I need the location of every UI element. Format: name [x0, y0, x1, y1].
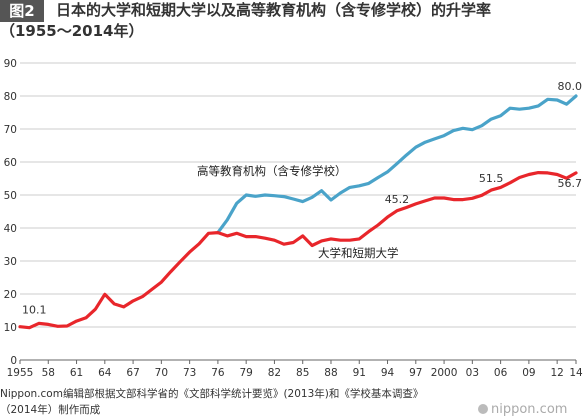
source-note: Nippon.com编辑部根据文部科学省的《文部科学统计要览》(2013年)和《…	[0, 386, 480, 418]
x-tick-label: 85	[296, 367, 309, 379]
y-tick-label: 40	[4, 223, 17, 235]
x-tick-label: 61	[70, 367, 83, 379]
y-tick-label: 60	[4, 157, 17, 169]
x-tick-label: 70	[155, 367, 168, 379]
data-label-3: 56.7	[558, 177, 583, 190]
x-tick-label: 88	[324, 367, 337, 379]
y-tick-label: 80	[4, 91, 17, 103]
brand-text: nippon.com	[491, 402, 568, 417]
brand-dot-icon	[478, 404, 488, 414]
data-label-4: 80.0	[558, 80, 583, 93]
x-tick-label: 2000	[431, 367, 458, 379]
y-tick-label: 70	[4, 124, 17, 136]
x-tick-label: 14	[569, 367, 583, 379]
series-line-0	[216, 94, 578, 235]
figure-number-badge: 图2	[0, 0, 44, 22]
source-line-1: Nippon.com编辑部根据文部科学省的《文部科学统计要览》(2013年)和《…	[0, 388, 424, 400]
x-tick-label: 94	[381, 367, 395, 379]
x-tick-label: 03	[466, 367, 479, 379]
x-tick-label: 09	[522, 367, 535, 379]
x-tick-label: 58	[42, 367, 55, 379]
x-tick-label: 64	[98, 367, 112, 379]
x-tick-label: 76	[211, 367, 225, 379]
x-tick-label: 06	[494, 367, 508, 379]
brand-logo: nippon.com	[478, 400, 584, 420]
x-tick-label: 73	[183, 367, 196, 379]
data-label-1: 45.2	[385, 193, 410, 206]
chart-subtitle: （1955～2014年）	[0, 22, 144, 40]
y-tick-label: 50	[4, 190, 17, 202]
x-tick-label: 82	[268, 367, 281, 379]
x-tick-label: 91	[353, 367, 366, 379]
data-label-0: 10.1	[22, 304, 47, 317]
y-tick-label: 20	[4, 289, 17, 301]
x-tick-label: 1955	[7, 367, 34, 379]
series-label-higher-education: 高等教育机构（含专修学校）	[197, 164, 347, 178]
source-line-2: （2014年）制作而成	[0, 404, 101, 416]
y-tick-label: 0	[10, 355, 17, 367]
y-tick-label: 10	[4, 322, 17, 334]
chart-title: 日本的大学和短期大学以及高等教育机构（含专修学校）的升学率	[56, 1, 492, 19]
x-tick-label: 97	[409, 367, 422, 379]
y-tick-label: 30	[4, 256, 17, 268]
x-tick-label: 79	[239, 367, 252, 379]
series-line-1	[18, 171, 578, 330]
series-label-university: 大学和短期大学	[318, 246, 399, 260]
x-tick-label: 12	[550, 367, 563, 379]
data-label-2: 51.5	[479, 172, 504, 185]
chart-header: 图2 日本的大学和短期大学以及高等教育机构（含专修学校）的升学率 （1955～2…	[0, 0, 584, 44]
y-tick-label: 90	[4, 58, 17, 70]
x-tick-label: 67	[126, 367, 139, 379]
